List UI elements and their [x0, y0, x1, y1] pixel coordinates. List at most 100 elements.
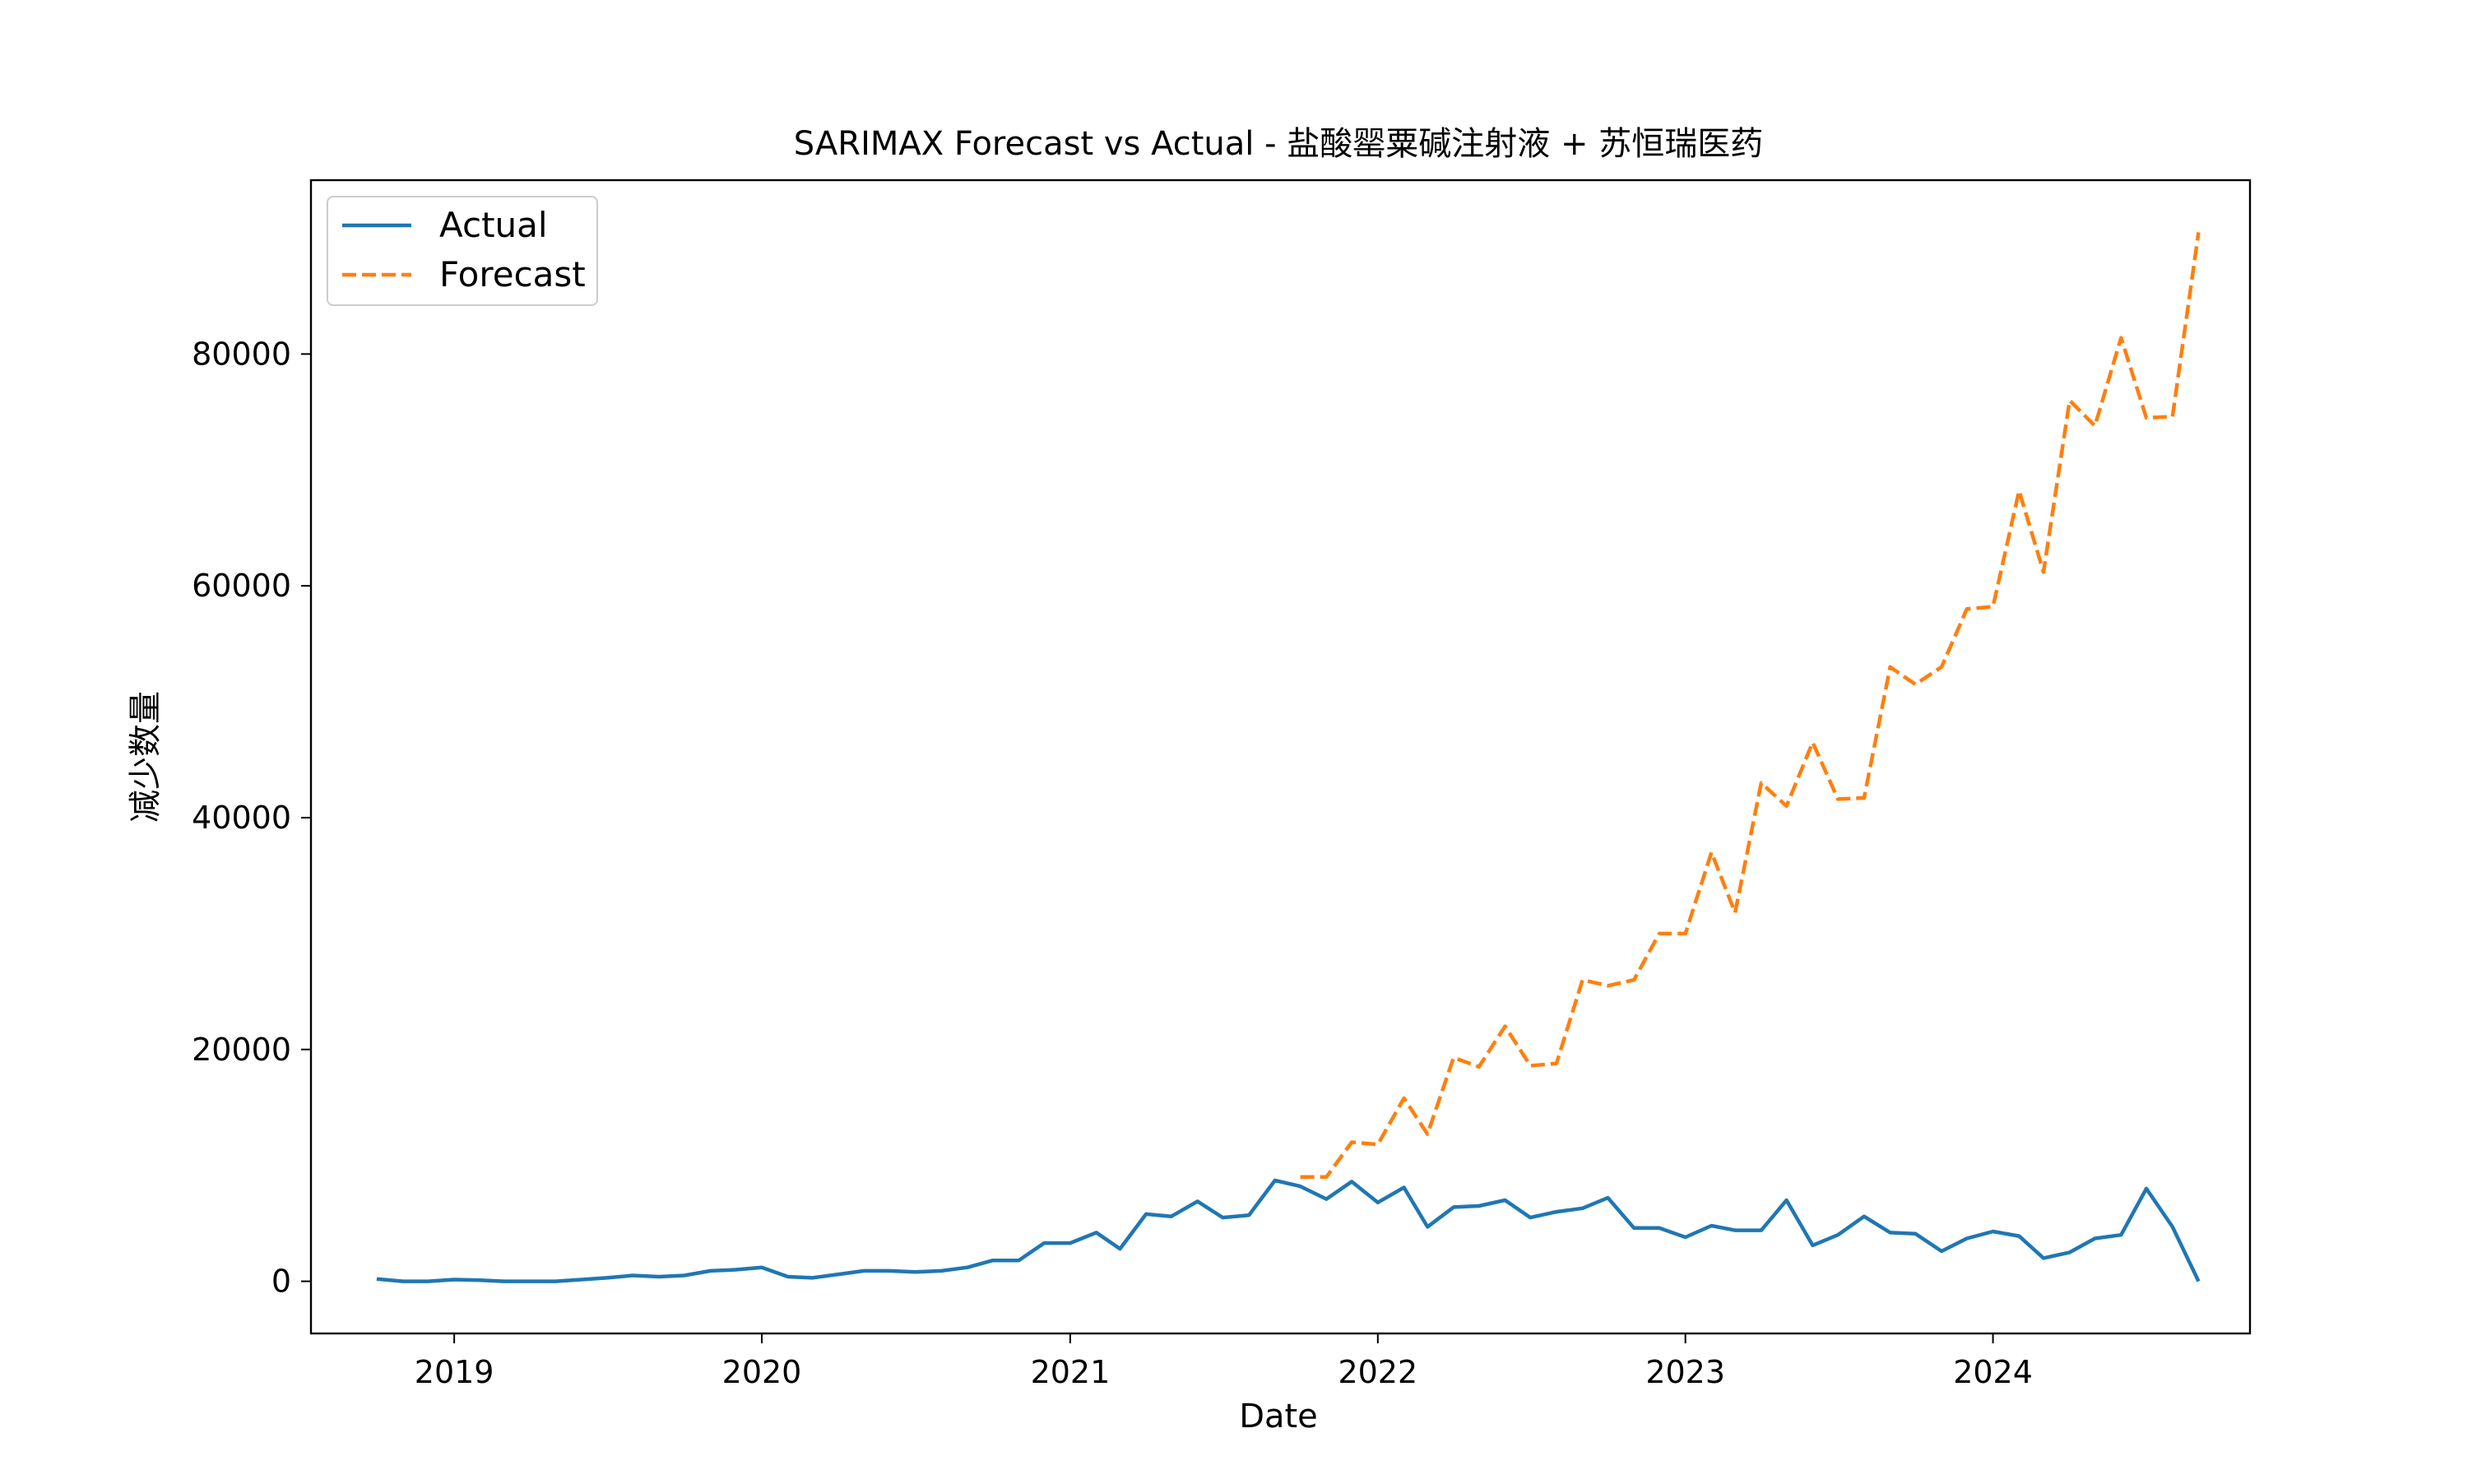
x-tick-label: 2019: [415, 1354, 494, 1390]
data-point-actual: [888, 1269, 892, 1273]
data-point-actual: [2119, 1233, 2122, 1236]
data-point-actual: [2171, 1225, 2174, 1228]
data-point-actual: [401, 1280, 405, 1283]
data-point-actual: [605, 1276, 609, 1279]
data-point-actual: [1529, 1216, 1532, 1219]
data-point-forecast: [1889, 665, 1892, 669]
data-point-forecast: [2042, 570, 2045, 573]
data-point-actual: [709, 1269, 712, 1273]
data-point-actual: [2042, 1256, 2045, 1259]
data-point-actual: [1118, 1247, 1121, 1250]
data-point-actual: [1785, 1199, 1788, 1202]
data-point-forecast: [2017, 489, 2020, 493]
y-axis-label: 减少数量: [127, 691, 165, 823]
data-point-actual: [1403, 1186, 1406, 1190]
plot-frame: [309, 179, 2252, 1335]
data-point-actual: [503, 1280, 506, 1283]
data-point-forecast: [1914, 683, 1917, 686]
data-point-actual: [2017, 1235, 2020, 1238]
data-point-actual: [1760, 1229, 1763, 1232]
data-point-forecast: [1811, 740, 1814, 744]
data-point-forecast: [1452, 1056, 1455, 1060]
data-point-forecast: [1555, 1062, 1558, 1065]
x-tick-label: 2021: [1031, 1354, 1111, 1390]
data-point-actual: [1452, 1205, 1455, 1208]
data-point-actual: [1069, 1241, 1072, 1245]
legend-label-forecast: Forecast: [439, 254, 586, 294]
y-tick-label: 60000: [192, 568, 291, 604]
data-point-actual: [1889, 1231, 1892, 1234]
series-layer: [376, 230, 2201, 1283]
data-point-actual: [1733, 1229, 1737, 1232]
data-point-actual: [1376, 1201, 1380, 1204]
legend-label-actual: Actual: [439, 205, 548, 245]
data-point-forecast: [1607, 984, 1610, 987]
data-point-forecast: [1324, 1176, 1328, 1179]
data-point-forecast: [1658, 932, 1661, 935]
data-point-forecast: [1478, 1065, 1481, 1069]
data-point-forecast: [1684, 932, 1687, 935]
data-point-actual: [1042, 1241, 1046, 1245]
data-point-actual: [1247, 1213, 1250, 1217]
data-point-actual: [1710, 1224, 1713, 1227]
data-point-actual: [1196, 1199, 1199, 1203]
data-point-actual: [1581, 1207, 1584, 1210]
data-point-actual: [1555, 1210, 1558, 1213]
y-axis: 0 20000 40000 60000 80000: [192, 336, 311, 1300]
data-point-forecast: [1426, 1133, 1429, 1136]
data-point-forecast: [2171, 415, 2174, 418]
x-tick-label: 2020: [722, 1354, 802, 1390]
data-point-actual: [991, 1259, 995, 1262]
data-point-actual: [1811, 1244, 1814, 1247]
x-tick-label: 2024: [1953, 1354, 2033, 1390]
data-point-actual: [1350, 1180, 1353, 1183]
data-point-actual: [683, 1274, 686, 1278]
data-point-forecast: [1863, 796, 1866, 800]
data-point-forecast: [1376, 1143, 1380, 1146]
data-point-forecast: [1581, 978, 1584, 981]
data-point-actual: [631, 1274, 634, 1278]
data-point-forecast: [1504, 1025, 1507, 1028]
data-point-actual: [554, 1280, 557, 1283]
x-axis: 2019 2020 2021 2022 2023 2024: [415, 1333, 2033, 1390]
data-point-forecast: [2197, 230, 2201, 234]
data-point-actual: [786, 1275, 790, 1278]
data-point-actual: [1299, 1185, 1302, 1188]
data-point-actual: [1965, 1237, 1969, 1241]
data-point-forecast: [1350, 1141, 1353, 1144]
x-tick-label: 2023: [1645, 1354, 1725, 1390]
data-point-forecast: [1836, 797, 1839, 800]
data-point-forecast: [1632, 978, 1635, 981]
data-point-actual: [966, 1266, 969, 1269]
data-point-actual: [811, 1276, 814, 1279]
data-point-actual: [1504, 1199, 1507, 1202]
data-point-actual: [1992, 1230, 1995, 1233]
data-point-actual: [1684, 1236, 1687, 1239]
y-tick-label: 40000: [192, 800, 291, 836]
data-point-forecast: [1992, 605, 1995, 609]
data-point-actual: [426, 1280, 429, 1283]
data-point-forecast: [1403, 1097, 1406, 1100]
x-axis-label: Date: [1239, 1398, 1318, 1435]
y-tick-label: 20000: [192, 1032, 291, 1068]
data-point-actual: [657, 1275, 661, 1278]
data-point-actual: [479, 1278, 482, 1282]
x-tick-label: 2022: [1338, 1354, 1417, 1390]
data-point-actual: [1221, 1216, 1224, 1219]
data-point-actual: [1095, 1231, 1098, 1234]
data-point-actual: [1836, 1233, 1839, 1236]
data-point-actual: [760, 1266, 763, 1269]
data-point-actual: [1324, 1198, 1328, 1201]
data-point-actual: [734, 1268, 737, 1272]
data-point-actual: [2197, 1280, 2201, 1283]
data-point-forecast: [1299, 1176, 1302, 1179]
data-point-actual: [528, 1280, 531, 1283]
data-point-forecast: [1733, 911, 1737, 915]
data-point-forecast: [2119, 336, 2122, 340]
data-point-actual: [580, 1278, 583, 1282]
data-point-forecast: [1529, 1064, 1532, 1068]
data-point-actual: [1144, 1213, 1148, 1216]
data-point-actual: [1170, 1215, 1173, 1218]
data-point-actual: [2094, 1237, 2097, 1241]
